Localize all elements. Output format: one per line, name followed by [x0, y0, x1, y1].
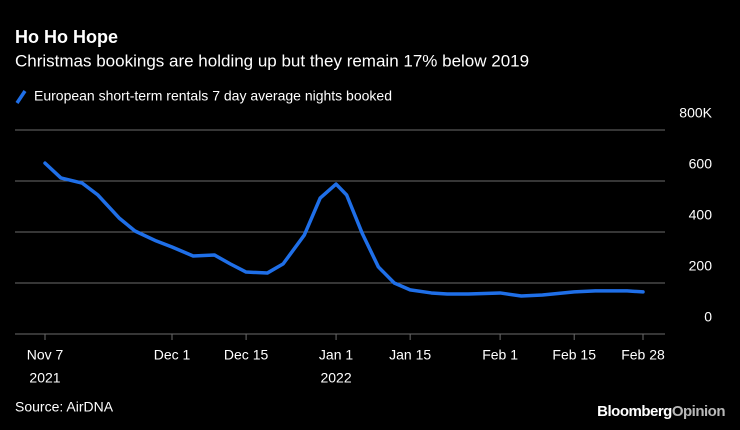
x-tick-year: 2021 [29, 370, 60, 386]
source: Source: AirDNA [15, 399, 114, 415]
x-tick-year: 2022 [320, 370, 351, 386]
y-tick-label: 800K [679, 105, 712, 121]
x-tick-label: Dec 15 [224, 347, 269, 363]
x-tick-label: Feb 28 [621, 347, 665, 363]
x-tick-label: Jan 1 [319, 347, 353, 363]
line [43, 161, 645, 298]
chart-title: Ho Ho Hope [15, 27, 118, 47]
legend-swatch [15, 90, 27, 104]
x-tick-label: Feb 15 [552, 347, 596, 363]
y-tick-label: 200 [689, 258, 713, 274]
brand-name: Bloomberg [597, 403, 672, 420]
brand: BloombergOpinion [597, 403, 725, 420]
y-tick-label: 400 [689, 207, 713, 223]
legend-label: European short-term rentals 7 day averag… [34, 88, 392, 104]
brand-section: Opinion [672, 403, 725, 420]
y-tick-label: 600 [689, 156, 713, 172]
x-tick-label: Dec 1 [154, 347, 191, 363]
x-tick-label: Feb 1 [482, 347, 518, 363]
y-tick-label: 0 [704, 309, 712, 325]
x-tick-label: Nov 7 [27, 347, 64, 363]
chart-subtitle: Christmas bookings are holding up but th… [15, 51, 529, 70]
x-tick-label: Jan 15 [389, 347, 431, 363]
